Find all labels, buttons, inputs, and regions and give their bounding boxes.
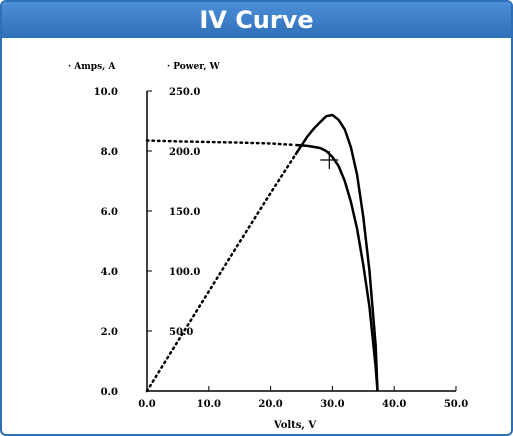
amps-tick-label: 2.0 [101,327,118,338]
amps-tick-label: 10.0 [94,87,118,98]
panel-title: IV Curve [2,2,511,38]
x-tick-label: 50.0 [444,399,468,410]
amps-axis-label: · Amps, A [68,62,116,72]
amps-tick-label: 0.0 [101,387,118,398]
x-tick-label: 0.0 [138,399,155,410]
power-tick-label: 50.0 [169,327,193,338]
amps-tick-label: 6.0 [101,207,118,218]
x-tick-label: 10.0 [197,399,221,410]
power-curve-solid [294,113,379,392]
power-axis-label: · Power, W [167,62,221,72]
power-tick-label: 250.0 [169,87,200,98]
power-tick-label: 200.0 [169,147,200,158]
current-curve-dotted [145,139,297,147]
x-tick-label: 40.0 [382,399,406,410]
x-axis-label: Volts, V [273,420,317,431]
x-tick-label: 30.0 [320,399,344,410]
x-tick-label: 20.0 [258,399,282,410]
iv-chart: 0.0 2.0 4.0 6.0 8.0 10.0 50.0 100.0 150.0 200.0 25… [68,62,468,431]
power-tick-label: 100.0 [169,267,200,278]
power-curve-dotted [145,153,297,393]
amps-tick-label: 8.0 [101,147,118,158]
amps-tick-label: 4.0 [101,267,118,278]
current-curve-solid [295,143,379,392]
power-tick-label: 150.0 [169,207,200,218]
